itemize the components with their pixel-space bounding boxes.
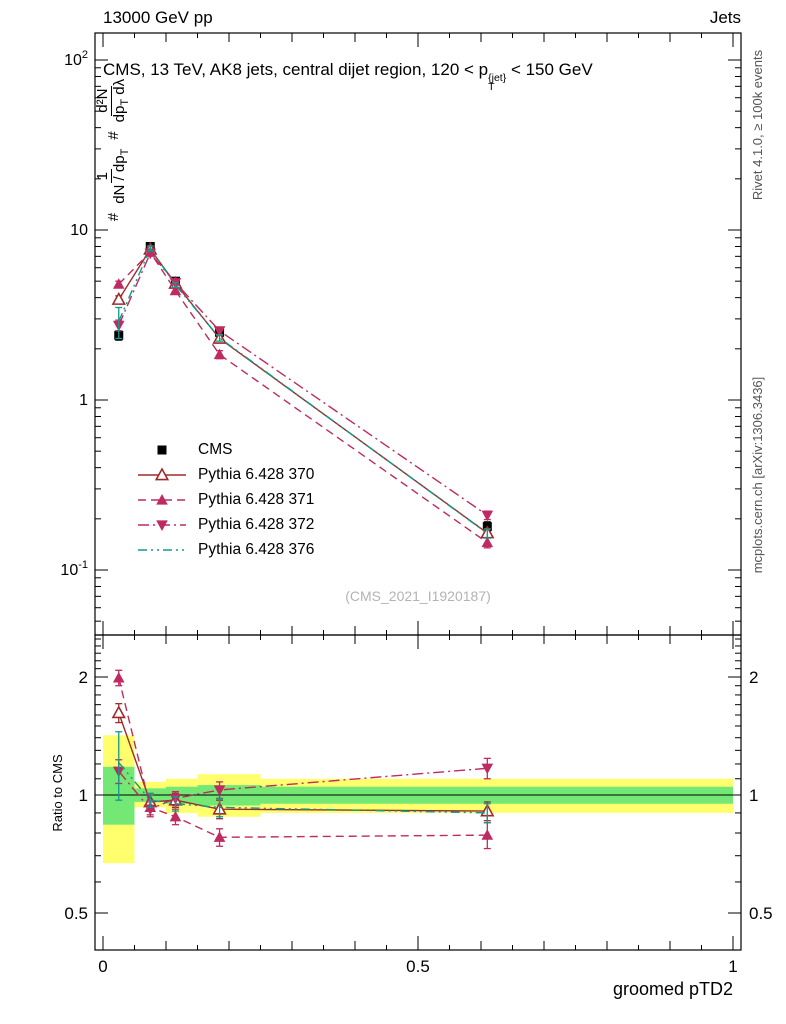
x-axis-title: groomed pTD2 [613, 979, 733, 999]
legend-label: Pythia 6.428 376 [198, 540, 315, 558]
legend-marker-sample [138, 548, 186, 551]
series-line [118, 251, 488, 544]
y-axis-hash: # [104, 131, 122, 140]
ratio-tick-label: 2 [79, 668, 88, 687]
legend-label: Pythia 6.428 371 [198, 490, 315, 508]
y-axis-frac1-num: 1 [94, 169, 112, 184]
data-point-triangle-up [156, 493, 168, 505]
axis-ticks [95, 33, 741, 950]
data-point-square [157, 445, 167, 454]
data-point-triangle-up [112, 671, 125, 683]
data-point-triangle-up [169, 284, 182, 296]
ratio-tick-label-right: 1 [749, 786, 758, 805]
data-point-triangle-open [154, 466, 170, 480]
y-axis-fraction-2: d²N dpT dλ [94, 78, 131, 123]
mcplots-reference-note: mcplots.cern.ch [arXiv:1306.3436] [750, 376, 765, 574]
ratio-tick-label-right: 0.5 [749, 904, 773, 923]
x-tick-label: 1 [728, 957, 737, 976]
series-line [118, 762, 488, 814]
data-point-triangle-up [169, 810, 182, 822]
y-axis-title: # 1 dN / dpT # d²N dpT dλ [93, 40, 133, 260]
uncertainty-bands [103, 735, 733, 864]
y-axis-frac1-den: dN / dpT [110, 148, 131, 204]
legend-label: Pythia 6.428 372 [198, 515, 315, 533]
x-tick-label: 0 [98, 957, 107, 976]
plot-title: CMS, 13 TeV, AK8 jets, central dijet reg… [103, 60, 593, 92]
legend-entry: Pythia 6.428 371 [136, 487, 314, 512]
data-point-triangle-down [481, 763, 494, 775]
data-point-triangle-down [213, 326, 226, 337]
analysis-id-watermark: (CMS_2021_I1920187) [345, 588, 491, 604]
x-tick-label: 0.5 [406, 957, 430, 976]
ratio-tick-label: 0.5 [64, 904, 88, 923]
legend: CMS Pythia 6.428 370 Pythia 6.428 371 Pythi… [136, 437, 314, 562]
legend-marker-sample [157, 445, 167, 454]
series-line [118, 251, 488, 516]
y-tick-label: 1 [79, 392, 88, 409]
ratio-y-axis-title: Ratio to CMS [50, 754, 65, 832]
header-left-title: 13000 GeV pp [103, 8, 213, 27]
data-point-triangle-up [481, 536, 494, 548]
data-point-triangle-up [481, 829, 494, 840]
y-axis-frac2-num: d²N [94, 85, 112, 116]
y-tick-label: 10 [70, 222, 88, 239]
legend-entry: CMS [136, 437, 314, 462]
plot-title-supsub: {jet} T [488, 72, 507, 93]
data-point-triangle-down [156, 519, 168, 531]
legend-marker-sample [138, 493, 186, 505]
data-point-triangle-down [481, 510, 494, 522]
plot-title-suffix: < 150 GeV [506, 60, 593, 79]
y-tick-label: 10-1 [60, 559, 88, 579]
y-axis-hash: # [104, 212, 122, 222]
data-point-triangle-up [213, 348, 226, 360]
plot-title-prefix: CMS, 13 TeV, AK8 jets, central dijet reg… [103, 60, 489, 79]
legend-entry: Pythia 6.428 376 [136, 537, 314, 562]
legend-entry: Pythia 6.428 370 [136, 462, 314, 487]
legend-marker-sample [138, 466, 186, 480]
series-line [118, 246, 488, 535]
series-line [118, 767, 488, 811]
legend-label: CMS [198, 440, 233, 458]
ratio-tick-label: 1 [79, 786, 88, 805]
series-pythia-6.428-376-ratio [115, 731, 491, 824]
y-axis-frac2-den: dpT dλ [110, 78, 131, 123]
series-pythia-6.428-376-main [115, 245, 491, 539]
y-axis-fraction-1: 1 dN / dpT [94, 148, 131, 204]
data-point-triangle-open [111, 705, 126, 719]
ratio-tick-label-right: 2 [749, 668, 758, 687]
data-point-triangle-down [213, 785, 226, 796]
legend-marker-sample [138, 519, 186, 531]
header-right-title: Jets [709, 8, 741, 27]
plot-title-sub: T [488, 81, 495, 93]
data-point-triangle-open [111, 291, 126, 305]
legend-label: Pythia 6.428 370 [198, 465, 315, 483]
data-point-triangle-up [112, 278, 125, 289]
plot-title-sup: {jet} [488, 72, 507, 84]
rivet-version-note: Rivet 4.1.0, ≥ 100k events [750, 49, 765, 201]
y-tick-label: 102 [64, 49, 88, 69]
data-point-triangle-up [213, 831, 226, 842]
tick-labels: 102 10 1 10-1 2 2 1 1 0.5 0.5 0 0.5 1 groomed pTD2 [60, 49, 772, 999]
legend-entry: Pythia 6.428 372 [136, 512, 314, 537]
series-pythia-6.428-371-ratio [112, 669, 494, 850]
